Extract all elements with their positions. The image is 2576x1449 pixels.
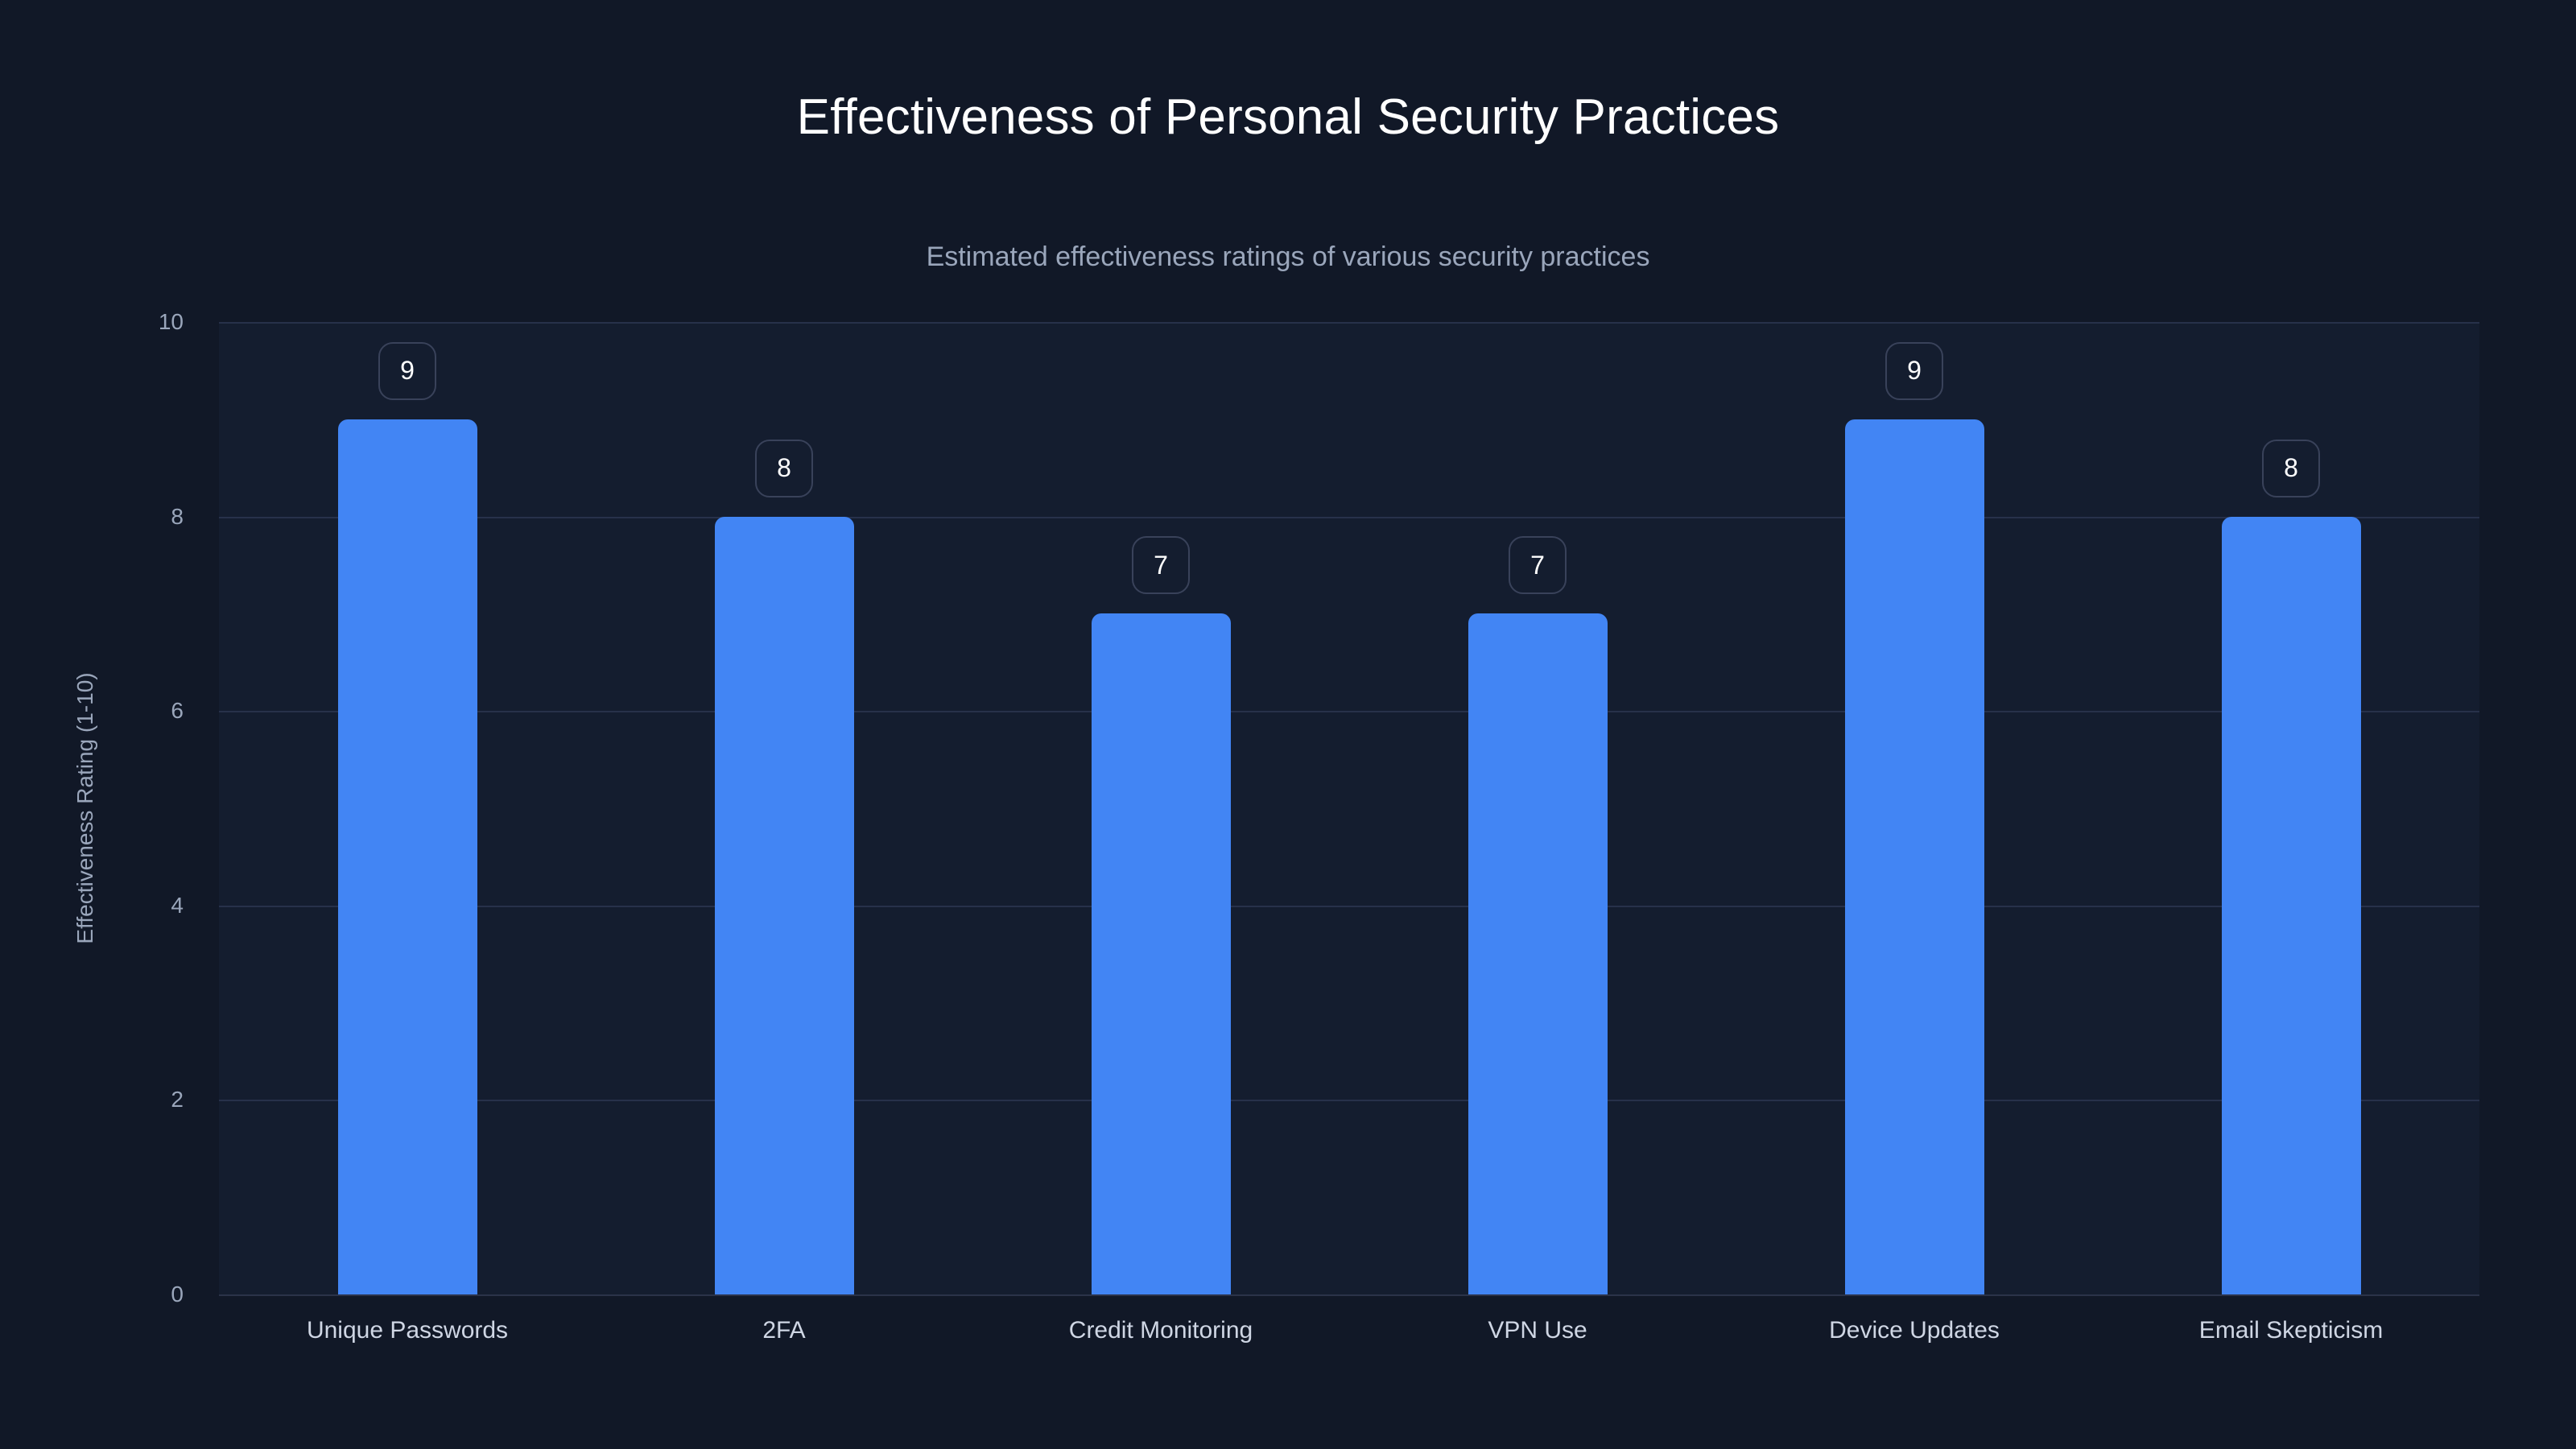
x-axis-tick-label: Device Updates (1829, 1317, 2000, 1344)
y-axis-tick-label: 8 (171, 503, 184, 529)
y-axis-tick-label: 2 (171, 1087, 184, 1113)
bar-group[interactable]: 9 (1844, 322, 1984, 1294)
bar-value-badge: 8 (2262, 439, 2320, 497)
bar[interactable] (2221, 516, 2361, 1294)
y-axis-tick-label: 10 (158, 309, 184, 334)
bar[interactable] (1091, 613, 1231, 1294)
x-axis-tick-label: Credit Monitoring (1068, 1317, 1253, 1344)
bar[interactable] (1468, 613, 1608, 1294)
x-axis-tick-label: VPN Use (1488, 1317, 1587, 1344)
bar-group[interactable]: 8 (2221, 322, 2361, 1294)
gridline (219, 1294, 2479, 1296)
plot-area-background (219, 322, 2479, 1294)
bar[interactable] (714, 516, 854, 1294)
bars-layer: 9 8 7 7 9 8 (219, 322, 2479, 1294)
bar[interactable] (1844, 419, 1984, 1294)
chart-subtitle: Estimated effectiveness ratings of vario… (926, 242, 1650, 272)
x-axis-tick-label: Unique Passwords (306, 1317, 509, 1344)
x-axis-tick-labels: Unique Passwords 2FA Credit Monitoring VPN … (219, 1317, 2479, 1365)
bar-group[interactable]: 7 (1091, 322, 1231, 1294)
bar-value-badge: 9 (378, 341, 436, 400)
bar-group[interactable]: 9 (337, 322, 477, 1294)
y-axis-tick-label: 6 (171, 698, 184, 724)
x-axis-tick-label: Email Skepticism (2198, 1317, 2384, 1344)
y-axis-tick-label: 0 (171, 1282, 184, 1307)
bar-value-badge: 7 (1132, 536, 1190, 595)
x-axis-tick-label: 2FA (762, 1317, 806, 1344)
bar-value-badge: 8 (755, 439, 813, 497)
bar-group[interactable]: 7 (1468, 322, 1608, 1294)
chart-title: Effectiveness of Personal Security Pract… (796, 89, 1780, 145)
y-axis-tick-labels: 0 2 4 6 8 10 (0, 309, 184, 1307)
bar-value-badge: 9 (1885, 341, 1943, 400)
y-axis-tick-label: 4 (171, 892, 184, 918)
bar-group[interactable]: 8 (714, 322, 854, 1294)
bar[interactable] (337, 419, 477, 1294)
bar-value-badge: 7 (1509, 536, 1567, 595)
